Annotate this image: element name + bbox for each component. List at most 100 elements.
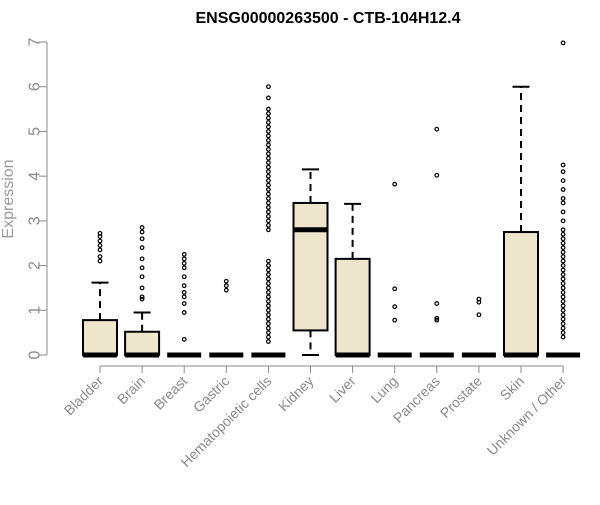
box-group [546, 40, 581, 358]
outlier-point [560, 263, 566, 268]
outlier-point [139, 245, 145, 251]
plot-area [82, 40, 581, 358]
outlier-point [181, 310, 187, 315]
outlier-point [139, 296, 145, 302]
outlier-point [266, 160, 271, 166]
outlier-point [266, 281, 271, 286]
outlier-point [266, 321, 271, 327]
outlier-point [560, 162, 566, 168]
outlier-point [266, 133, 271, 139]
outlier-point [266, 267, 271, 273]
outlier-point [266, 95, 271, 101]
outlier-point [266, 84, 271, 90]
box-group [167, 251, 202, 358]
chart-title: ENSG00000263500 - CTB-104H12.4 [195, 10, 460, 27]
outlier-point [266, 115, 271, 121]
outlier-point [266, 316, 271, 322]
outlier-point [392, 304, 398, 310]
outlier-point [181, 265, 187, 271]
outlier-point [560, 285, 566, 291]
outlier-point [560, 281, 566, 286]
y-tick-label: 0 [27, 350, 44, 359]
x-tick-label: Brain [114, 373, 148, 407]
box-group [419, 126, 454, 358]
outlier-point [97, 238, 103, 244]
outlier-point [434, 126, 440, 132]
outlier-point [97, 254, 103, 260]
outlier-point [139, 265, 145, 271]
outlier-point [266, 334, 271, 340]
outlier-point [560, 249, 566, 255]
outlier-point [266, 339, 271, 344]
outlier-point [139, 285, 145, 291]
y-tick-label: 6 [27, 82, 44, 91]
y-tick-label: 1 [27, 306, 44, 315]
outlier-point [476, 312, 482, 318]
outlier-point [266, 191, 271, 197]
outlier-point [560, 294, 566, 300]
outlier-point [560, 276, 566, 282]
outlier-point [560, 325, 566, 331]
outlier-point [560, 254, 566, 260]
outlier-point [266, 285, 271, 291]
outlier-point [560, 267, 566, 273]
x-tick-label: Liver [326, 373, 359, 406]
outlier-point [139, 294, 145, 300]
outlier-point [266, 169, 271, 175]
outlier-point [97, 230, 103, 236]
outlier-point [266, 106, 271, 112]
outlier-point [476, 296, 482, 302]
outlier-point [266, 213, 271, 219]
x-tick-label: Bladder [61, 373, 107, 419]
outlier-point [392, 317, 398, 323]
box [503, 231, 539, 357]
outlier-point [181, 260, 187, 266]
outlier-point [266, 222, 271, 228]
box-group [377, 181, 412, 358]
outlier-point [266, 312, 271, 318]
outlier-point [560, 40, 566, 46]
y-axis: 0 1 2 3 4 5 6 7 [27, 37, 48, 359]
outlier-point [266, 290, 271, 295]
outlier-point [266, 209, 271, 215]
box-group [461, 296, 496, 358]
outlier-point [97, 258, 103, 264]
y-tick-label: 5 [27, 127, 44, 136]
outlier-point [434, 317, 440, 323]
outlier-point [266, 298, 271, 304]
outlier-point [266, 129, 271, 134]
outlier-point [560, 316, 566, 322]
outlier-point [181, 294, 187, 300]
outlier-point [560, 178, 566, 184]
outlier-point [560, 196, 566, 201]
outlier-point [139, 229, 145, 235]
outlier-point [560, 312, 566, 318]
box-group [124, 225, 161, 358]
outlier-point [223, 283, 229, 289]
outlier-point [223, 287, 229, 293]
outlier-point [560, 209, 566, 215]
box-group [334, 202, 371, 358]
outlier-point [266, 120, 271, 125]
outlier-point [266, 263, 271, 268]
outlier-point [560, 330, 566, 336]
box [82, 319, 118, 357]
outlier-point [266, 258, 271, 264]
outlier-point [181, 274, 187, 280]
outlier-point [266, 155, 271, 161]
outlier-point [266, 307, 271, 313]
x-tick-label: Lung [367, 373, 400, 406]
outlier-point [560, 227, 566, 233]
outlier-point [560, 307, 566, 313]
outlier-point [139, 256, 145, 262]
outlier-point [266, 325, 271, 331]
outlier-point [560, 258, 566, 264]
outlier-point [560, 303, 566, 309]
outlier-point [266, 276, 271, 282]
outlier-point [266, 164, 271, 170]
y-tick-label: 2 [27, 261, 44, 270]
x-tick-label: Breast [150, 373, 190, 413]
x-tick-label: Prostate [437, 373, 485, 421]
outlier-point [266, 294, 271, 300]
